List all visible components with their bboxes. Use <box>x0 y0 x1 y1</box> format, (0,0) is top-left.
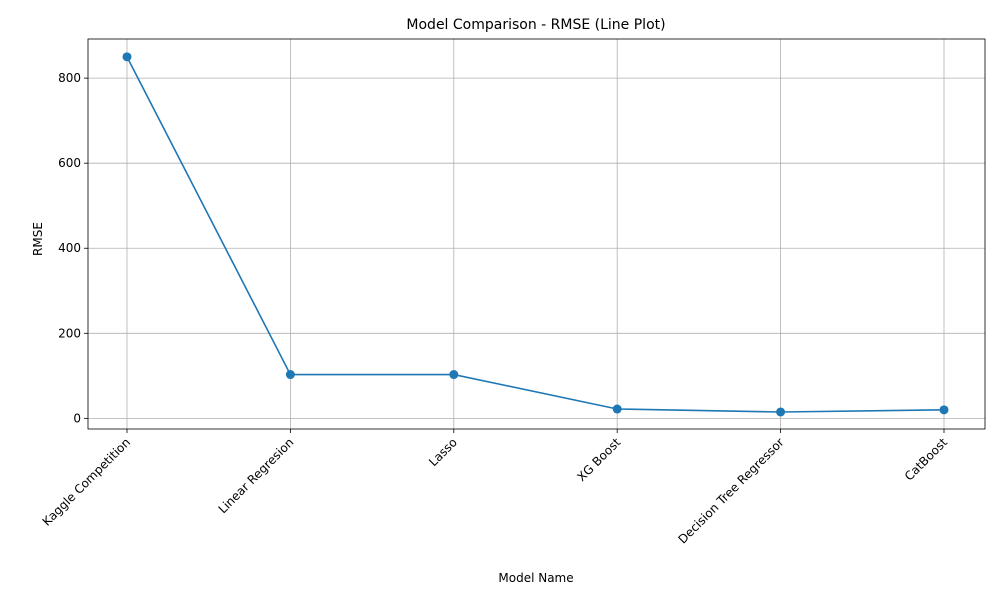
data-point <box>122 52 132 62</box>
rmse-series-line <box>126 56 945 413</box>
y-tick-label: 400 <box>58 241 81 255</box>
series-layer <box>122 52 949 417</box>
grid-layer <box>88 39 985 429</box>
data-point <box>612 404 622 414</box>
data-point <box>449 370 459 380</box>
x-tick-label: Linear Regresion <box>216 435 297 516</box>
x-tick-label: CatBoost <box>902 435 951 484</box>
y-axis-label: RMSE <box>31 222 45 256</box>
x-tick-label: XG Boost <box>574 435 623 484</box>
x-tick-label: Kaggle Competition <box>40 435 133 528</box>
y-tick-label: 600 <box>58 156 81 170</box>
x-tick-label: Decision Tree Regressor <box>675 435 786 546</box>
y-tick-label: 200 <box>58 326 81 340</box>
x-axis-label: Model Name <box>498 571 573 585</box>
x-tick-label: Lasso <box>426 435 460 469</box>
chart-title: Model Comparison - RMSE (Line Plot) <box>406 17 665 33</box>
y-tick-label: 800 <box>58 71 81 85</box>
data-point <box>776 407 786 417</box>
data-point <box>939 405 949 415</box>
data-point <box>285 370 295 380</box>
axes-layer: Kaggle Competition Linear Regresion Lasso X… <box>40 38 986 546</box>
plot-frame <box>87 38 986 430</box>
y-tick-label: 0 <box>73 411 81 425</box>
